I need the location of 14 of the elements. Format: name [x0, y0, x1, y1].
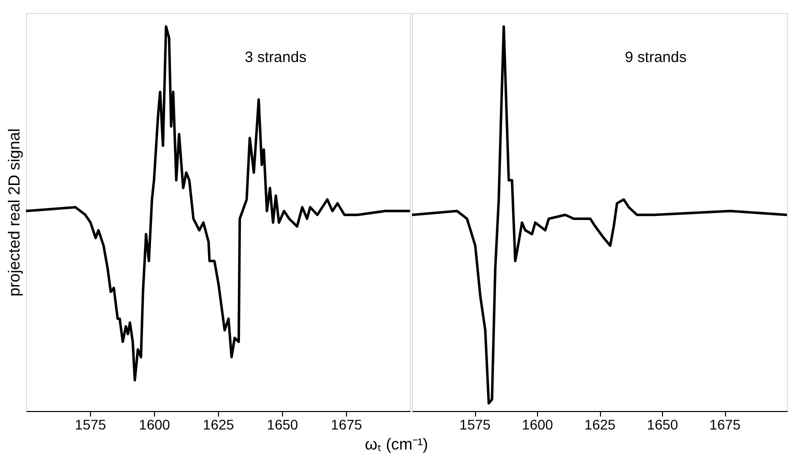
x-tick-label: 1650 — [646, 416, 678, 432]
x-tick-label: 1625 — [202, 416, 234, 432]
x-axis-title: ωₜ (cm⁻¹) — [364, 436, 428, 454]
x-tick-label: 1575 — [459, 416, 491, 432]
y-axis-title: projected real 2D signal — [6, 128, 24, 297]
x-tick-label: 1600 — [138, 416, 170, 432]
x-tick-label: 1575 — [74, 416, 106, 432]
x-tick-label: 1675 — [330, 416, 362, 432]
x-tick-label: 1675 — [709, 416, 741, 432]
annotation: 3 strands — [244, 49, 306, 66]
x-tick-label: 1650 — [266, 416, 298, 432]
annotation: 9 strands — [624, 49, 687, 66]
x-tick-label: 1625 — [584, 416, 616, 432]
x-tick-label: 1600 — [522, 416, 554, 432]
